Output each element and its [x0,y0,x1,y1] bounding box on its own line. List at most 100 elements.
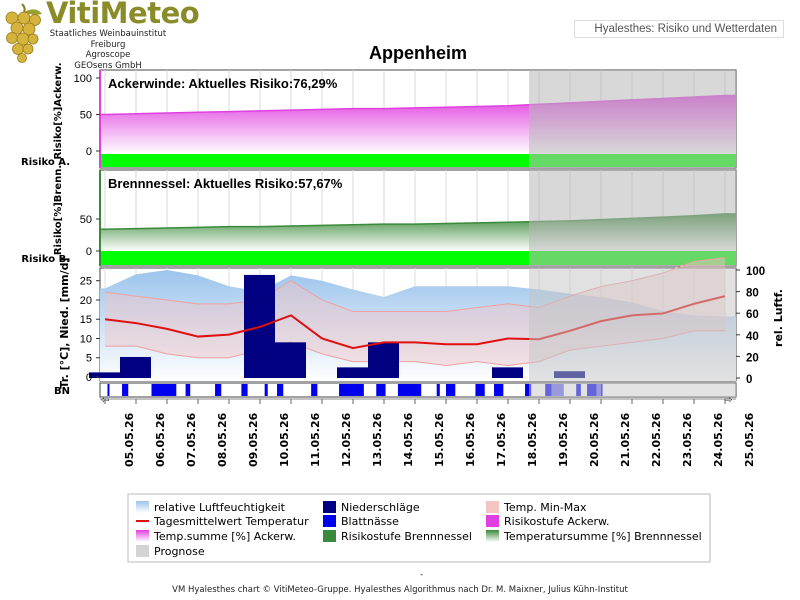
risk-cell [430,251,462,265]
leaf-wetness-bar [446,384,456,396]
legend-label: Temperatursumme [%] Brennnessel [503,530,702,543]
risk-cell [275,251,307,265]
y-tick-label: 0 [86,246,92,258]
x-tick-label: 11.05.26 [309,412,322,467]
x-tick-label: 18.05.26 [526,412,539,467]
legend-label: relative Luftfeuchtigkeit [154,501,286,514]
risk-cell [151,154,183,167]
x-tick-label: 23.05.26 [681,412,694,467]
precip-bar [492,367,523,378]
legend-item: Risikostufe Ackerw. [486,515,609,528]
forecast-shade [529,268,736,381]
x-tick-label: 10.05.26 [278,412,291,467]
legend-label: Temp.summe [%] Ackerw. [153,530,296,543]
legend-swatch [323,515,336,527]
bn-label: BN [54,386,70,397]
legend-item: Temperatursumme [%] Brennnessel [486,530,702,543]
y-tick-label-right: 20 [746,352,759,364]
risk-cell [182,154,214,167]
logo-title: VitiMeteo [46,0,200,30]
y-tick-label: 15 [80,314,92,326]
risk-cell [337,154,369,167]
legend-label: Temp. Min-Max [503,501,587,514]
risk-cell [399,154,431,167]
y-tick-label: 5 [86,353,92,365]
y-tick-label: 0 [86,372,92,384]
leaf-wetness-bar [525,384,532,396]
precip-bar [89,372,120,378]
legend-label: Niederschläge [341,501,420,514]
risk-cell [492,251,524,265]
risk-cell [430,154,462,167]
risk-cell [337,251,369,265]
x-tick-label: 24.05.26 [712,412,725,467]
y-tick-label: 10 [80,333,92,345]
weather-ylabel-left: Tr. [°C], Nied. [mm/d] [58,258,71,389]
legend-item: Temp. Min-Max [486,501,587,514]
risk-cell [120,251,152,265]
panel-ylabel: Risiko[%]Ackerw. [53,62,64,159]
risk-cell [461,154,493,167]
risk-cell [306,154,338,167]
y-tick-label-right: 60 [746,309,759,321]
legend-label: Risikostufe Brennnessel [341,530,472,543]
legend-item: Risikostufe Brennnessel [323,530,472,543]
leaf-wetness-bar [241,384,248,396]
y-tick-label: 50 [80,214,92,226]
precip-bar [275,342,306,378]
leaf-wetness-bar [107,384,110,396]
y-tick-label-right: 40 [746,331,759,343]
logo-line-1: Staatliches Weinbauinstitut Freiburg [49,29,167,50]
x-tick-label: 19.05.26 [557,412,570,467]
leaf-wetness-bar [339,384,364,396]
risk-cell [213,251,245,265]
legend-label: Risikostufe Ackerw. [504,515,609,528]
risk-cell [492,154,524,167]
risk-cell [182,251,214,265]
legend-label: Blattnässe [341,515,399,528]
risk-cell [368,154,400,167]
weather-panel: 0 5 10 15 20 25 0 20 40 60 80 100 Tr. [°C], Nied. [m… [54,257,785,398]
leaf-wetness-bar [151,384,177,396]
risk-cell [275,154,307,167]
x-tick-label: 08.05.26 [216,412,229,467]
grape-icon [5,3,42,63]
legend-item: Temp.summe [%] Ackerw. [136,530,296,543]
risk-cell [461,251,493,265]
risk-cell [213,154,245,167]
date-axis: ⇦⇨05.05.2606.05.2607.05.2608.05.2609.05.… [100,395,756,467]
vitimeteo-logo: VitiMeteo Staatliches Weinbauinstitut Fr… [0,0,200,71]
legend-box [127,493,711,563]
risk-row-label: Risiko B. [21,254,70,265]
leaf-wetness-bar [215,384,222,396]
legend-item: Prognose [136,545,205,558]
y-tick-label-right: 80 [746,288,759,300]
legend-item: Tagesmittelwert Temperatur [136,515,309,528]
leaf-wetness-bar [436,384,440,396]
risk-cell [368,251,400,265]
forecast-shade [529,170,736,266]
x-tick-label: 06.05.26 [154,412,167,467]
risk-cell [100,251,121,265]
leaf-wetness-bar [264,384,268,396]
y-tick-label-right: 0 [746,374,752,386]
panel-ackerwinde: 0 50 100 Ackerwinde: Aktuelles Risiko:76,29… [21,62,737,169]
risk-row-label: Risiko A. [21,157,70,168]
y-tick-label: 25 [80,276,92,288]
legend-label: Tagesmittelwert Temperatur [153,515,309,528]
legend-item: Blattnässe [323,515,399,528]
legend-swatch [323,530,336,542]
risk-panels: 0 50 100 Ackerwinde: Aktuelles Risiko:76,29… [21,62,737,267]
legend-swatch [486,501,499,513]
leaf-wetness-bar [185,384,191,396]
weather-ylabel-right: rel. Luftf. [772,289,785,347]
panel-title: Ackerwinde: Aktuelles Risiko:76,29% [108,76,338,91]
risk-cell [399,251,431,265]
legend-item: relative Luftfeuchtigkeit [136,501,286,514]
legend-item: Niederschläge [323,501,420,514]
legend-label: Prognose [154,545,205,558]
risk-cell [120,154,152,167]
leaf-wetness-bar [311,384,318,396]
y-tick-label: 50 [80,110,92,122]
x-tick-label: 22.05.26 [650,412,663,467]
